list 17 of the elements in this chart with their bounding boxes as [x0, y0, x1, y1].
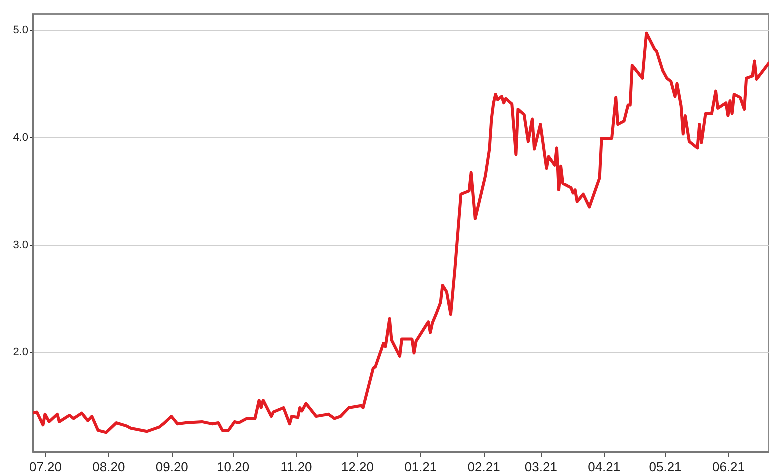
- x-tick-label: 06.21: [712, 460, 745, 474]
- x-tick-label: 07.20: [29, 460, 62, 474]
- x-tick-label: 04.21: [588, 460, 621, 474]
- y-tick-label: 4.0: [13, 132, 28, 144]
- line-series: [33, 32, 769, 434]
- y-tick-label: 3.0: [13, 239, 28, 252]
- x-tick-label: 08.20: [92, 460, 126, 474]
- x-tick-label: 09.20: [156, 460, 188, 474]
- x-tick-label: 11.20: [280, 460, 312, 474]
- x-tick-label: 01.21: [404, 460, 438, 474]
- x-tick-label: 05.21: [649, 460, 682, 474]
- x-tick-label: 10.20: [217, 460, 250, 474]
- y-tick-label: 2.0: [13, 346, 28, 359]
- x-tick-label: 12.20: [341, 460, 374, 474]
- y-tick-label: 5.0: [13, 24, 28, 37]
- x-tick-label: 02.21: [468, 460, 500, 474]
- x-tick-label: 03.21: [524, 460, 558, 474]
